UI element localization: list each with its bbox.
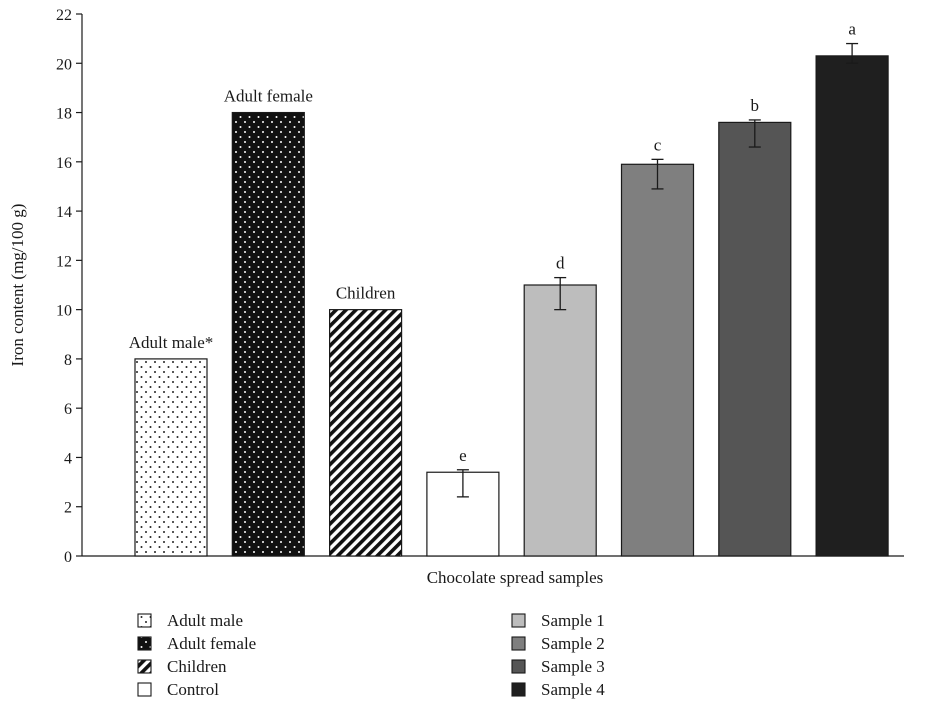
legend: Adult male Adult female Children Control Sam… [137,611,605,699]
bar-label: Adult male* [129,333,214,352]
bar-label: Children [336,284,396,303]
bar-sample-3 [718,121,792,557]
legend-label: Sample 1 [541,611,605,630]
significance-letter: b [751,96,760,115]
x-axis: Chocolate spread samples [82,555,904,587]
bar-sample-1 [523,284,597,557]
legend-swatch [511,636,526,651]
legend-swatch [137,659,152,674]
legend-label: Sample 3 [541,657,605,676]
y-tick-label: 0 [64,549,72,566]
legend-swatch [511,682,526,697]
y-tick-label: 22 [56,7,72,24]
significance-letter: d [556,254,565,273]
y-tick-label: 4 [64,450,72,467]
legend-swatch [137,613,152,628]
y-tick-label: 16 [56,155,72,172]
y-tick-label: 18 [56,106,72,123]
y-tick-label: 10 [56,303,72,320]
legend-swatch [137,682,152,697]
bar-label: Adult female [224,87,313,106]
legend-label: Adult male [167,611,243,630]
bar-sample-4 [815,55,889,557]
y-tick-label: 6 [64,401,72,418]
y-axis-title: Iron content (mg/100 g) [8,204,27,367]
bars: Adult male* Adult female Children e d c b a [129,20,889,557]
legend-label: Adult female [167,634,256,653]
legend-label: Sample 2 [541,634,605,653]
significance-letter: e [459,446,467,465]
significance-letter: a [848,20,856,39]
y-tick-label: 20 [56,56,72,73]
legend-label: Children [167,657,227,676]
y-tick-label: 2 [64,500,72,517]
x-axis-title: Chocolate spread samples [427,568,604,587]
legend-swatch [511,659,526,674]
legend-swatch [137,636,152,651]
y-tick-label: 14 [56,204,72,221]
y-axis: 0 2 4 6 8 10 12 14 16 18 20 22 Iron content (mg/100… [8,7,83,566]
legend-swatch [511,613,526,628]
legend-label: Sample 4 [541,680,605,699]
y-tick-label: 12 [56,253,72,270]
legend-label: Control [167,680,219,699]
y-tick-label: 8 [64,352,72,369]
significance-letter: c [654,135,662,154]
bar-sample-2 [620,163,695,557]
bar-children [329,309,403,557]
bar-adult-male [134,358,208,557]
bar-adult-female [231,111,305,557]
y-ticks: 0 2 4 6 8 10 12 14 16 18 20 22 [56,7,82,566]
